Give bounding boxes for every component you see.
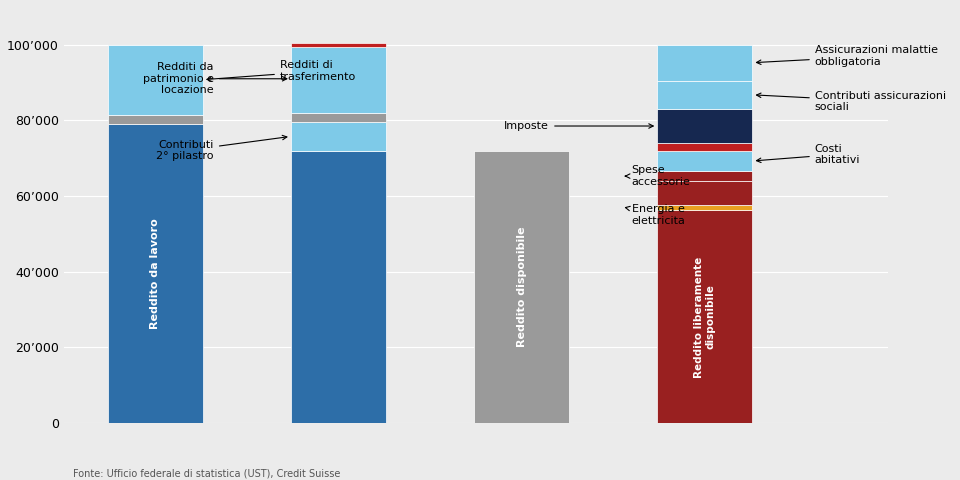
Text: Contributi
2° pilastro: Contributi 2° pilastro bbox=[156, 135, 287, 161]
Bar bbox=[291, 43, 386, 47]
Bar bbox=[291, 47, 386, 113]
Text: Imposte: Imposte bbox=[504, 121, 653, 131]
Text: Assicurazioni malattie
obbligatoria: Assicurazioni malattie obbligatoria bbox=[756, 45, 938, 67]
Bar bbox=[108, 45, 203, 115]
Bar bbox=[658, 181, 753, 205]
Bar bbox=[658, 171, 753, 181]
Text: Reddito disponibile: Reddito disponibile bbox=[516, 227, 527, 347]
Text: Energia e
elettricita: Energia e elettricita bbox=[625, 204, 685, 226]
Text: Fonte: Ufficio federale di statistica (UST), Credit Suisse: Fonte: Ufficio federale di statistica (U… bbox=[73, 468, 340, 478]
Bar bbox=[474, 151, 569, 423]
Bar bbox=[658, 151, 753, 171]
Text: Spese
accessorie: Spese accessorie bbox=[625, 165, 690, 187]
Bar bbox=[291, 113, 386, 122]
Bar bbox=[291, 151, 386, 423]
Bar bbox=[658, 45, 753, 81]
Text: Costi
abitativi: Costi abitativi bbox=[756, 144, 860, 165]
Text: Reddito da lavoro: Reddito da lavoro bbox=[151, 218, 160, 329]
Bar bbox=[291, 122, 386, 151]
Bar bbox=[658, 109, 753, 143]
Bar bbox=[658, 210, 753, 423]
Text: Contributi assicurazioni
sociali: Contributi assicurazioni sociali bbox=[756, 91, 946, 112]
Text: Redditi di
trasferimento: Redditi di trasferimento bbox=[207, 60, 356, 82]
Bar bbox=[658, 205, 753, 210]
Text: Reddito liberamente
disponibile: Reddito liberamente disponibile bbox=[694, 256, 715, 378]
Text: Redditi da
patrimonio e
locazione: Redditi da patrimonio e locazione bbox=[143, 62, 287, 96]
Bar bbox=[108, 124, 203, 423]
Bar bbox=[658, 143, 753, 151]
Bar bbox=[108, 115, 203, 124]
Bar bbox=[658, 81, 753, 109]
